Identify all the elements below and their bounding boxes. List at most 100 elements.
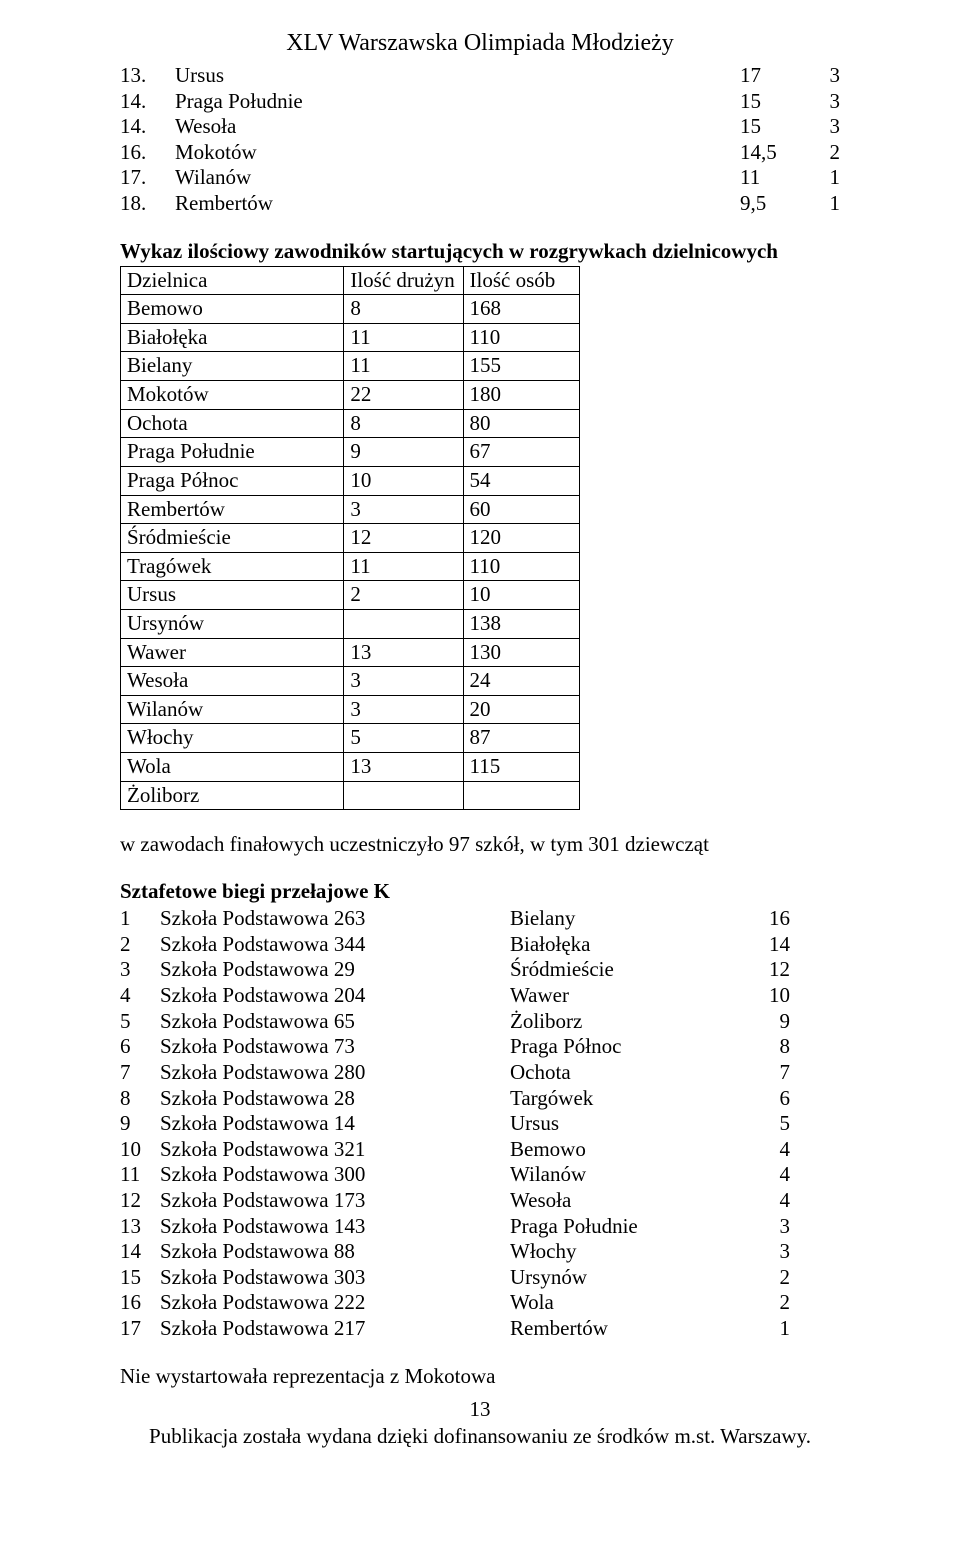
relay-row: 14Szkoła Podstawowa 88Włochy3 — [120, 1239, 840, 1265]
relay-number: 2 — [120, 932, 160, 958]
relay-school: Szkoła Podstawowa 344 — [160, 932, 510, 958]
summary-paragraph: w zawodach finałowych uczestniczyło 97 s… — [120, 832, 840, 857]
relay-points: 16 — [750, 906, 790, 932]
table-cell: 67 — [463, 438, 579, 467]
relay-points: 4 — [750, 1137, 790, 1163]
ranking-number: 14. — [120, 114, 175, 140]
relay-number: 8 — [120, 1086, 160, 1112]
ranking-value-1: 9,5 — [740, 191, 810, 217]
table-cell: Ursynów — [121, 609, 344, 638]
ranking-row: 17.Wilanów111 — [120, 165, 840, 191]
relay-row: 3Szkoła Podstawowa 29Śródmieście12 — [120, 957, 840, 983]
ranking-value-2: 1 — [810, 165, 840, 191]
relay-row: 12Szkoła Podstawowa 173Wesoła4 — [120, 1188, 840, 1214]
table-cell: 60 — [463, 495, 579, 524]
ranking-value-1: 15 — [740, 89, 810, 115]
relay-number: 7 — [120, 1060, 160, 1086]
table-cell: 8 — [344, 409, 463, 438]
relay-school: Szkoła Podstawowa 303 — [160, 1265, 510, 1291]
relay-number: 11 — [120, 1162, 160, 1188]
relay-number: 10 — [120, 1137, 160, 1163]
relay-district: Wawer — [510, 983, 750, 1009]
relay-row: 8Szkoła Podstawowa 28Targówek6 — [120, 1086, 840, 1112]
relay-row: 5Szkoła Podstawowa 65Żoliborz9 — [120, 1009, 840, 1035]
relay-number: 17 — [120, 1316, 160, 1342]
table-cell: 115 — [463, 753, 579, 782]
relay-points: 3 — [750, 1239, 790, 1265]
relay-points: 5 — [750, 1111, 790, 1137]
relay-row: 4Szkoła Podstawowa 204Wawer10 — [120, 983, 840, 1009]
relay-points: 2 — [750, 1265, 790, 1291]
table-row: Włochy587 — [121, 724, 580, 753]
table-row: Żoliborz — [121, 781, 580, 810]
relay-school: Szkoła Podstawowa 88 — [160, 1239, 510, 1265]
table-cell — [463, 781, 579, 810]
ranking-value-2: 3 — [810, 63, 840, 89]
table-cell: 138 — [463, 609, 579, 638]
relay-district: Praga Południe — [510, 1214, 750, 1240]
col-header-district: Dzielnica — [121, 266, 344, 295]
ranking-value-1: 15 — [740, 114, 810, 140]
ranking-row: 18.Rembertów9,51 — [120, 191, 840, 217]
ranking-value-2: 2 — [810, 140, 840, 166]
col-header-teams: Ilość drużyn — [344, 266, 463, 295]
table-cell: Śródmieście — [121, 524, 344, 553]
relay-row: 16Szkoła Podstawowa 222Wola2 — [120, 1290, 840, 1316]
relay-school: Szkoła Podstawowa 73 — [160, 1034, 510, 1060]
ranking-name: Rembertów — [175, 191, 740, 217]
table-row: Bemowo8168 — [121, 295, 580, 324]
table-cell: 12 — [344, 524, 463, 553]
table-cell: Wola — [121, 753, 344, 782]
relay-school: Szkoła Podstawowa 29 — [160, 957, 510, 983]
table-cell: 22 — [344, 381, 463, 410]
relay-row: 15Szkoła Podstawowa 303Ursynów2 — [120, 1265, 840, 1291]
table-cell: 11 — [344, 552, 463, 581]
table-cell: Ursus — [121, 581, 344, 610]
table-heading: Wykaz ilościowy zawodników startujących … — [120, 239, 840, 264]
district-table: Dzielnica Ilość drużyn Ilość osób Bemowo… — [120, 266, 580, 811]
relay-school: Szkoła Podstawowa 300 — [160, 1162, 510, 1188]
ranking-row: 14.Praga Południe153 — [120, 89, 840, 115]
table-cell: 110 — [463, 323, 579, 352]
relay-row: 17Szkoła Podstawowa 217Rembertów1 — [120, 1316, 840, 1342]
relay-row: 10Szkoła Podstawowa 321Bemowo4 — [120, 1137, 840, 1163]
relay-district: Ochota — [510, 1060, 750, 1086]
relay-points: 6 — [750, 1086, 790, 1112]
table-cell: 11 — [344, 352, 463, 381]
col-header-people: Ilość osób — [463, 266, 579, 295]
table-cell: Wawer — [121, 638, 344, 667]
table-row: Białołęka11110 — [121, 323, 580, 352]
table-cell: 120 — [463, 524, 579, 553]
document-title: XLV Warszawska Olimpiada Młodzieży — [120, 30, 840, 57]
table-cell: Białołęka — [121, 323, 344, 352]
table-cell: 10 — [344, 466, 463, 495]
table-cell: Mokotów — [121, 381, 344, 410]
table-cell: 155 — [463, 352, 579, 381]
relay-number: 13 — [120, 1214, 160, 1240]
table-cell: 80 — [463, 409, 579, 438]
table-row: Rembertów360 — [121, 495, 580, 524]
ranking-value-1: 14,5 — [740, 140, 810, 166]
relay-school: Szkoła Podstawowa 217 — [160, 1316, 510, 1342]
relay-points: 10 — [750, 983, 790, 1009]
table-row: Wola13115 — [121, 753, 580, 782]
table-cell: 10 — [463, 581, 579, 610]
relay-school: Szkoła Podstawowa 173 — [160, 1188, 510, 1214]
relay-points: 7 — [750, 1060, 790, 1086]
table-cell — [344, 781, 463, 810]
ranking-row: 13.Ursus173 — [120, 63, 840, 89]
relay-number: 6 — [120, 1034, 160, 1060]
relay-number: 14 — [120, 1239, 160, 1265]
ranking-number: 18. — [120, 191, 175, 217]
table-cell: 3 — [344, 667, 463, 696]
table-row: Praga Północ1054 — [121, 466, 580, 495]
relay-points: 4 — [750, 1188, 790, 1214]
relay-school: Szkoła Podstawowa 204 — [160, 983, 510, 1009]
table-cell: Wilanów — [121, 695, 344, 724]
relay-row: 6Szkoła Podstawowa 73Praga Północ8 — [120, 1034, 840, 1060]
relay-district: Bemowo — [510, 1137, 750, 1163]
ranking-value-2: 1 — [810, 191, 840, 217]
footer-text: Publikacja została wydana dzięki dofinan… — [120, 1424, 840, 1449]
table-row: Wesoła324 — [121, 667, 580, 696]
table-cell: 13 — [344, 753, 463, 782]
